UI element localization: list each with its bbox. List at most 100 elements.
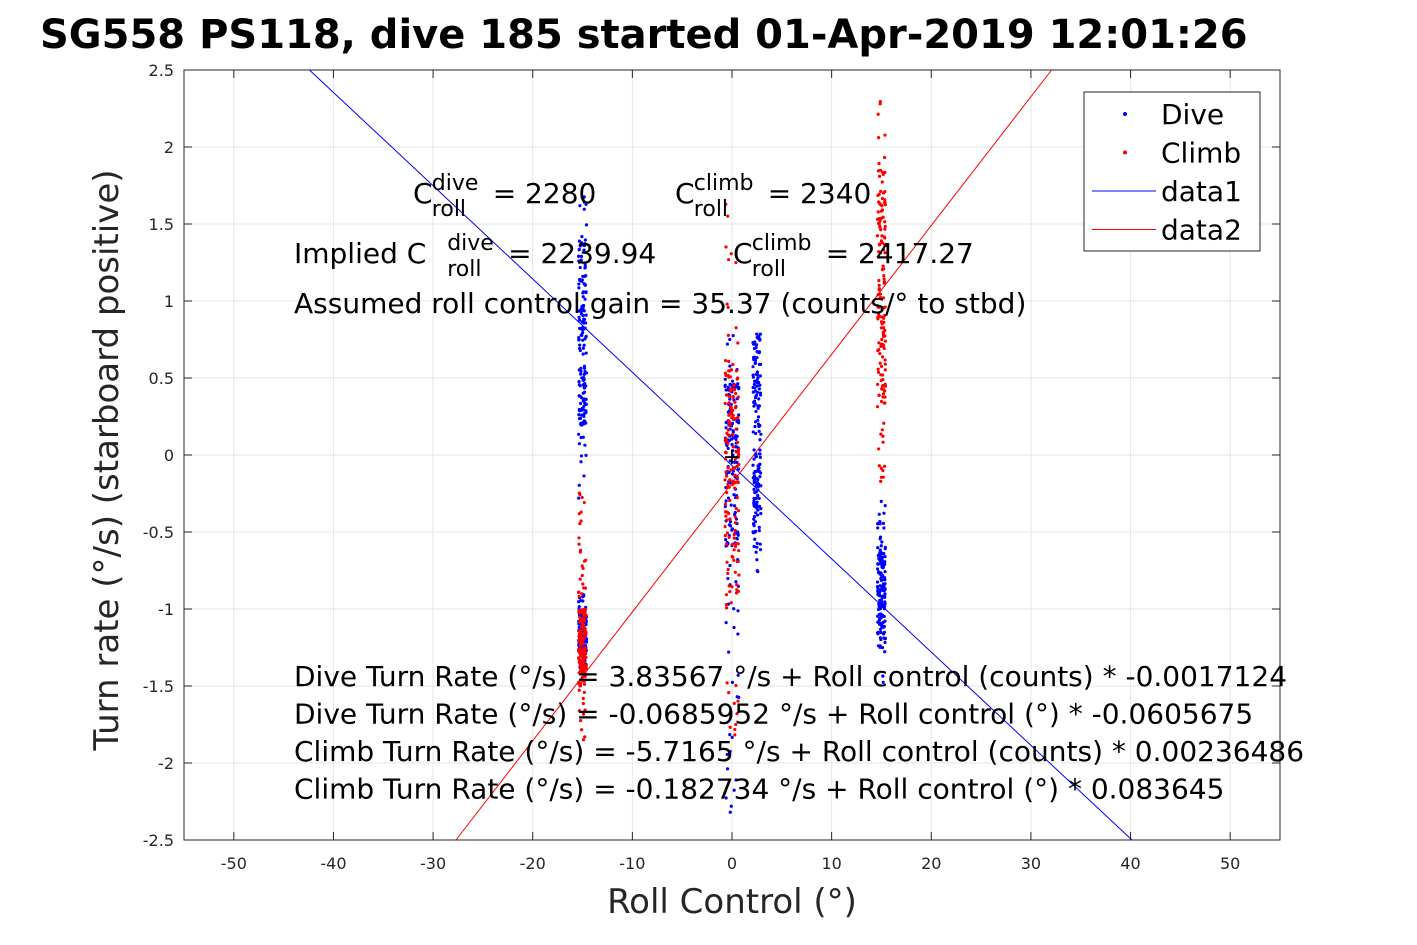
data-point-dive xyxy=(580,234,584,239)
data-point-climb xyxy=(733,733,737,737)
data-point-climb xyxy=(732,558,736,562)
data-point-climb xyxy=(876,221,881,226)
data-point-climb xyxy=(883,224,887,229)
y-tick-label: 0.5 xyxy=(149,369,174,388)
data-point-climb xyxy=(730,482,735,486)
data-point-dive xyxy=(883,650,887,654)
data-point-dive xyxy=(754,511,758,515)
data-point-climb xyxy=(730,542,734,547)
data-point-dive xyxy=(730,379,735,383)
data-point-climb xyxy=(877,393,881,397)
legend-marker xyxy=(1123,150,1127,155)
data-point-dive xyxy=(875,567,880,571)
data-point-dive xyxy=(879,615,883,619)
data-point-dive xyxy=(577,483,581,487)
data-point-dive xyxy=(580,413,584,417)
data-point-dive xyxy=(751,355,756,360)
y-tick-label: -1.5 xyxy=(143,677,174,696)
data-point-climb xyxy=(736,480,740,485)
data-point-dive xyxy=(753,379,757,383)
data-point-dive xyxy=(737,386,741,390)
data-point-climb xyxy=(736,341,740,345)
data-point-climb xyxy=(580,495,584,500)
data-point-dive xyxy=(754,502,758,507)
data-point-dive xyxy=(758,383,762,387)
data-point-climb xyxy=(881,392,886,396)
x-tick-label: 0 xyxy=(727,854,737,873)
data-point-climb xyxy=(883,339,887,343)
data-point-dive xyxy=(734,778,738,782)
data-point-dive xyxy=(730,528,734,532)
data-point-dive xyxy=(583,242,587,246)
data-point-dive xyxy=(581,391,585,395)
data-point-dive xyxy=(580,396,584,400)
data-point-dive xyxy=(877,601,881,606)
data-point-dive xyxy=(758,423,762,428)
data-point-climb xyxy=(577,636,582,640)
data-point-climb xyxy=(577,639,582,643)
coef-sup: dive xyxy=(447,231,494,256)
data-point-dive xyxy=(876,546,880,550)
data-point-dive xyxy=(725,342,730,346)
zero-marker: + xyxy=(723,445,741,470)
data-point-dive xyxy=(734,437,738,442)
coef-base: C xyxy=(675,177,695,210)
data-point-climb xyxy=(876,193,880,198)
data-point-dive xyxy=(578,348,582,353)
data-point-climb xyxy=(724,593,729,597)
data-point-climb xyxy=(879,373,883,377)
data-point-climb xyxy=(582,626,586,630)
data-point-dive xyxy=(584,290,588,295)
data-point-dive xyxy=(729,804,733,808)
data-point-climb xyxy=(582,690,586,694)
data-point-climb xyxy=(577,688,581,692)
data-point-dive xyxy=(758,374,763,378)
data-point-dive xyxy=(752,481,756,485)
data-point-climb xyxy=(881,434,885,438)
data-point-climb xyxy=(877,292,881,296)
data-point-dive xyxy=(881,680,885,684)
data-point-dive xyxy=(579,454,584,458)
fit-equation: Climb Turn Rate (°/s) = -5.7165 °/s + Ro… xyxy=(294,735,1304,768)
data-point-dive xyxy=(579,310,583,314)
data-point-dive xyxy=(757,429,761,433)
data-point-dive xyxy=(753,361,757,365)
data-point-climb xyxy=(580,592,584,596)
data-point-climb xyxy=(726,428,730,432)
data-point-dive xyxy=(577,309,581,313)
data-point-climb xyxy=(577,709,581,713)
data-point-dive xyxy=(731,453,735,457)
data-point-dive xyxy=(736,530,740,534)
data-point-climb xyxy=(724,457,728,461)
data-point-dive xyxy=(754,394,758,398)
data-point-dive xyxy=(581,338,585,342)
data-point-dive xyxy=(582,207,586,211)
data-point-dive xyxy=(755,500,759,504)
data-point-climb xyxy=(582,630,587,635)
data-point-climb xyxy=(883,198,887,202)
data-point-dive xyxy=(581,295,585,299)
data-point-dive xyxy=(577,432,581,436)
data-point-climb xyxy=(727,691,731,695)
data-point-dive xyxy=(757,452,761,456)
data-point-climb xyxy=(581,696,585,701)
data-point-climb xyxy=(581,678,585,683)
data-point-dive xyxy=(876,522,880,526)
data-point-dive xyxy=(758,448,762,452)
data-point-climb xyxy=(737,447,741,452)
data-point-dive xyxy=(757,350,761,355)
y-tick-label: -0.5 xyxy=(143,523,174,542)
x-tick-label: -30 xyxy=(420,854,446,873)
data-point-climb xyxy=(727,369,731,373)
data-point-dive xyxy=(577,286,581,290)
data-point-dive xyxy=(758,362,763,366)
data-point-climb xyxy=(726,567,730,572)
data-point-dive xyxy=(752,487,756,491)
data-point-dive xyxy=(756,570,760,574)
data-points xyxy=(576,100,888,814)
data-point-dive xyxy=(880,540,884,544)
data-point-climb xyxy=(724,245,728,249)
data-point-climb xyxy=(723,502,727,506)
data-point-climb xyxy=(736,395,740,399)
data-point-climb xyxy=(725,302,729,306)
